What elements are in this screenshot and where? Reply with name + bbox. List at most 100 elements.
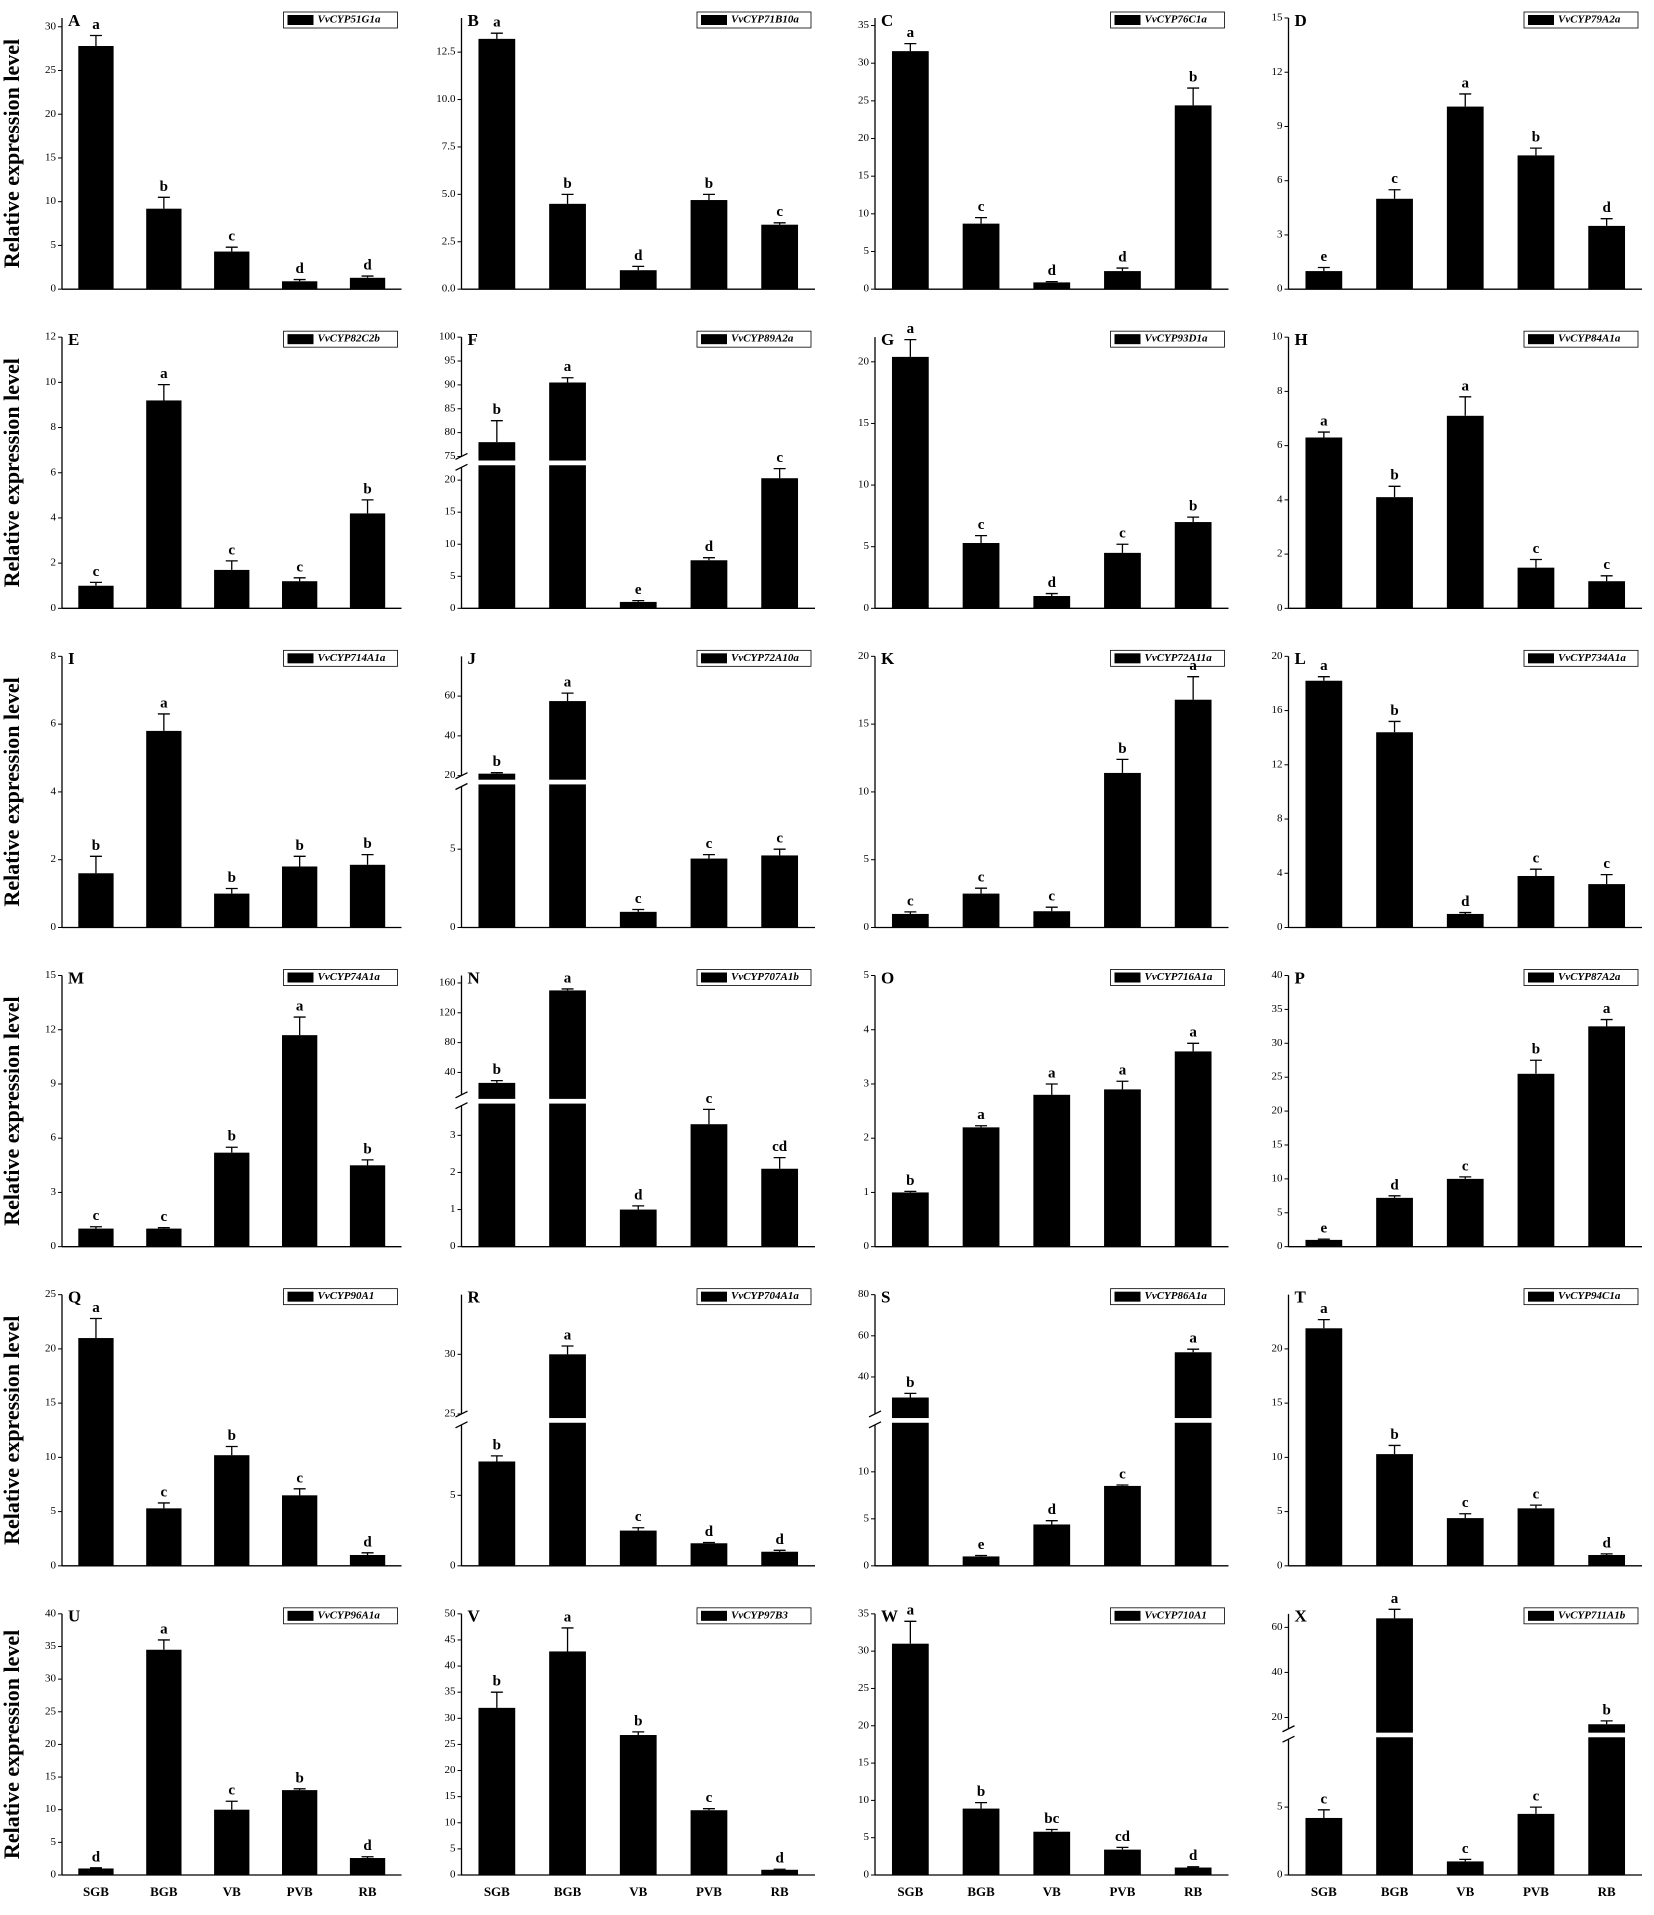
bar xyxy=(549,1354,586,1566)
significance-label: c xyxy=(907,893,914,909)
y-tick-label: 85 xyxy=(445,402,457,414)
error-bar xyxy=(1045,1520,1058,1525)
error-bar xyxy=(293,1788,306,1791)
bar xyxy=(1446,913,1484,928)
error-bar xyxy=(89,1317,102,1339)
bar xyxy=(478,1461,516,1566)
error-bar xyxy=(773,1868,786,1870)
bar xyxy=(1588,1554,1626,1566)
bar xyxy=(1588,884,1626,928)
legend-label: VvCYP716A1a xyxy=(1145,971,1213,983)
legend-label: VvCYP82C2b xyxy=(318,333,381,345)
significance-label: a xyxy=(1189,658,1197,674)
bar xyxy=(1517,155,1555,290)
y-tick-label: 75 xyxy=(445,450,457,462)
error-bar xyxy=(490,1079,503,1083)
y-tick-label: 40 xyxy=(445,1660,457,1672)
bar xyxy=(281,581,318,609)
significance-label: d xyxy=(634,1187,643,1203)
bar xyxy=(349,864,386,928)
significance-label: c xyxy=(1462,1158,1469,1174)
bar xyxy=(1376,1197,1413,1247)
y-tick-label: 20 xyxy=(445,474,457,486)
significance-label: e xyxy=(978,1537,985,1553)
legend-label: VvCYP71B10a xyxy=(731,14,799,26)
bar xyxy=(146,1649,182,1875)
significance-label: a xyxy=(160,366,168,382)
bar xyxy=(214,251,250,290)
y-tick-label: 5 xyxy=(864,1831,870,1843)
y-tick-label: 12 xyxy=(1272,758,1283,770)
error-bar xyxy=(225,246,238,252)
significance-label: a xyxy=(92,17,100,33)
bar xyxy=(962,223,1000,290)
bar xyxy=(761,1551,799,1566)
y-tick-label: 0 xyxy=(864,921,870,933)
axis-break-gap xyxy=(872,1413,878,1425)
legend-label: VvCYP84A1a xyxy=(1558,333,1621,345)
error-bar xyxy=(1317,1809,1330,1818)
significance-label: b xyxy=(1189,499,1197,515)
significance-label: d xyxy=(705,1524,714,1540)
bar xyxy=(1588,1724,1626,1875)
y-tick-label: 50 xyxy=(445,1607,457,1619)
error-bar xyxy=(1529,147,1542,156)
error-bar xyxy=(702,1541,715,1544)
error-bar xyxy=(1529,1059,1542,1074)
bar xyxy=(891,51,929,290)
bar xyxy=(349,1554,386,1566)
error-bar xyxy=(1187,516,1200,523)
significance-label: d xyxy=(295,261,304,277)
error-bar xyxy=(1529,1504,1542,1509)
y-tick-label: 5 xyxy=(864,853,870,865)
axis-break-mark xyxy=(1282,1725,1295,1743)
error-bar xyxy=(1187,1042,1200,1052)
bar xyxy=(1446,106,1484,290)
y-tick-label: 4 xyxy=(1277,867,1283,879)
significance-label: a xyxy=(564,675,572,691)
x-tick-label: RB xyxy=(1598,1884,1616,1899)
error-bar xyxy=(361,1856,374,1859)
y-tick-label: 35 xyxy=(45,1640,57,1652)
y-tick-label: 10 xyxy=(1272,331,1284,343)
y-tick-label: 80 xyxy=(445,1036,457,1048)
significance-label: a xyxy=(564,970,572,986)
bar xyxy=(1588,225,1626,290)
bar xyxy=(690,858,728,928)
bar xyxy=(1033,1094,1071,1247)
bar xyxy=(214,1809,250,1875)
y-tick-label: 25 xyxy=(45,1288,57,1300)
significance-label: b xyxy=(295,1770,303,1786)
bar xyxy=(349,277,386,290)
y-tick-label: 4 xyxy=(51,511,57,523)
significance-label: b xyxy=(1189,69,1197,85)
y-tick-label: 0 xyxy=(450,1559,456,1571)
bar xyxy=(214,1455,250,1566)
error-bar xyxy=(89,855,102,874)
y-tick-label: 3 xyxy=(864,1077,870,1089)
legend-swatch xyxy=(287,653,314,664)
y-tick-label: 30 xyxy=(445,1348,457,1360)
legend-swatch xyxy=(1528,15,1554,25)
legend-swatch xyxy=(1114,1610,1141,1621)
y-tick-label: 3 xyxy=(51,1186,57,1198)
error-bar xyxy=(361,1552,374,1555)
significance-label: c xyxy=(161,1484,168,1500)
x-tick-label: VB xyxy=(1456,1884,1474,1899)
y-tick-label: 15 xyxy=(858,417,870,429)
y-tick-label: 20 xyxy=(858,132,870,144)
error-bar xyxy=(561,1627,574,1652)
axis-break-gap xyxy=(458,1413,465,1425)
error-bar xyxy=(361,499,374,514)
bar xyxy=(1104,1485,1141,1566)
bar xyxy=(478,1707,516,1875)
legend-label: VvCYP72A10a xyxy=(731,652,799,664)
error-bar xyxy=(1459,1176,1472,1179)
bar xyxy=(281,1035,318,1247)
significance-label: c xyxy=(228,542,235,558)
significance-label: c xyxy=(228,1783,235,1799)
y-tick-label: 3 xyxy=(1277,228,1283,240)
y-tick-label: 20 xyxy=(45,1738,57,1750)
bar xyxy=(549,701,586,928)
x-tick-label: PVB xyxy=(1109,1884,1135,1899)
